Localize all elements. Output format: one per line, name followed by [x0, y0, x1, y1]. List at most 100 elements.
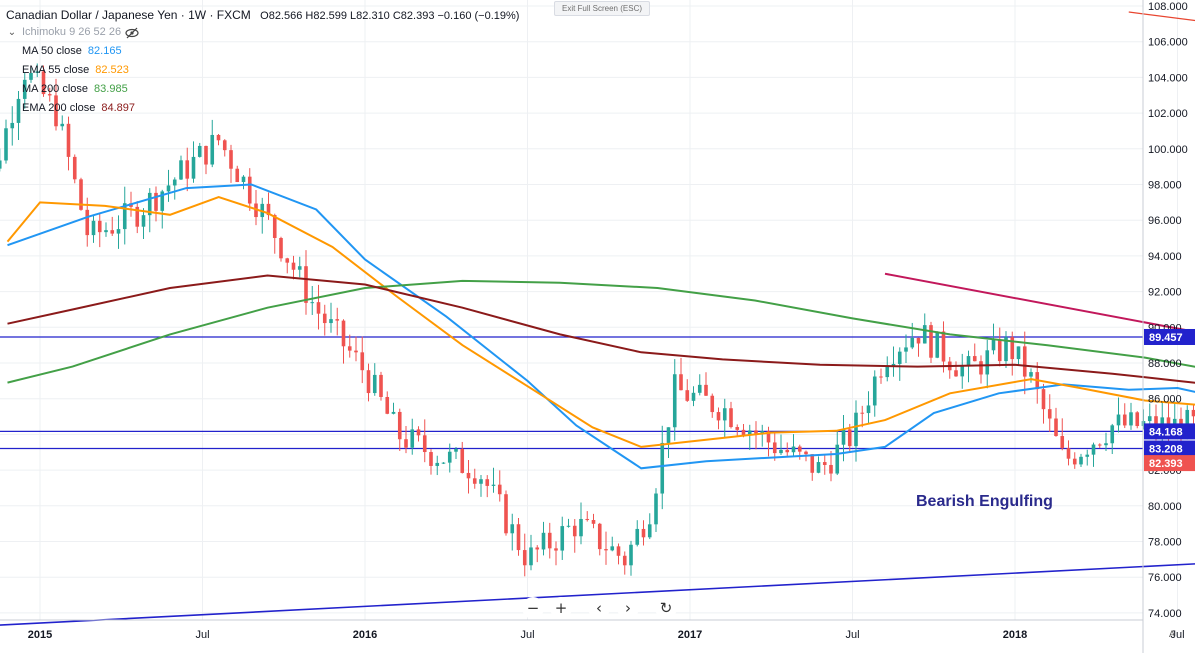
candle-body-up: [391, 411, 396, 414]
x-tick-label: Jul: [520, 629, 534, 641]
candle-body-up: [1116, 414, 1121, 426]
stray-red-line: [1128, 11, 1195, 22]
legend-label: EMA 200 close: [22, 102, 96, 114]
price-tag-box: [1144, 328, 1195, 345]
candle-body-up: [779, 449, 783, 454]
zoom-out-button[interactable]: −: [522, 597, 544, 619]
candle-body-down: [860, 412, 865, 414]
candle-body-down: [535, 547, 540, 550]
price-tag-text: 82.393: [1149, 458, 1183, 470]
legend-ma50[interactable]: MA 50 close 82.165: [22, 45, 122, 57]
candle-body-down: [810, 454, 815, 473]
candle-body-up: [179, 160, 183, 180]
candle-body-down: [822, 462, 827, 465]
legend-ma200[interactable]: MA 200 close 83.985: [22, 83, 128, 95]
candle-body-down: [154, 192, 158, 211]
collapse-legend-icon[interactable]: ⌄: [7, 27, 17, 38]
candle-body-up: [372, 374, 377, 394]
candle-body-up: [1147, 416, 1152, 422]
ema200-line: [7, 274, 1195, 384]
candle-body-down: [322, 313, 327, 324]
candle-body-up: [872, 376, 877, 406]
ema55-line: [6, 195, 1195, 448]
symbol-title[interactable]: Canadian Dollar / Japanese Yen · 1W · FX…: [6, 8, 251, 22]
candle-body-up: [529, 547, 533, 566]
candle-body-down: [979, 361, 983, 375]
candle-body-up: [147, 192, 152, 216]
candle-body-up: [610, 546, 615, 551]
legend-ema200[interactable]: EMA 200 close 84.897: [22, 102, 135, 114]
candle-body-down: [1135, 412, 1140, 427]
price-tag-box: [1144, 440, 1195, 457]
legend-label: Ichimoku 9 26 52 26: [22, 26, 122, 38]
legend-ichimoku[interactable]: Ichimoku 9 26 52 26: [22, 26, 121, 38]
candle-body-down: [1166, 417, 1171, 429]
candle-body-down: [1072, 458, 1077, 465]
candle-body-down: [110, 230, 115, 234]
candle-body-down: [222, 140, 227, 151]
exit-fullscreen-button[interactable]: Exit Full Screen (ESC): [554, 1, 650, 16]
price-labels: 89.457 84.168 83.208 82.393: [1144, 328, 1195, 472]
x-tick-label: 2015: [28, 629, 52, 641]
candle-body-up: [441, 462, 446, 464]
candle-body-up: [816, 462, 821, 473]
y-tick-label: 108.000: [1148, 1, 1188, 13]
legend-value: 82.523: [95, 64, 129, 76]
y-tick-label: 102.000: [1148, 108, 1188, 120]
candle-body-down: [185, 160, 190, 179]
drawing-tools: [0, 11, 1195, 626]
candle-body-up: [4, 128, 8, 161]
candle-body-down: [379, 374, 383, 397]
ascending-support-line: [0, 563, 1195, 626]
candle-body-down: [97, 220, 102, 233]
hide-indicator-icon[interactable]: [125, 26, 139, 40]
candle-body-up: [697, 384, 702, 393]
candle-body-down: [285, 258, 290, 263]
y-tick-label: 92.000: [1148, 287, 1182, 299]
candle-body-down: [1054, 418, 1058, 437]
auto-scale-button[interactable]: A: [1168, 629, 1175, 639]
candle-body-up: [1104, 443, 1108, 446]
legend-label: MA 200 close: [22, 83, 89, 95]
candle-body-up: [747, 430, 752, 436]
legend-value: 82.165: [87, 45, 122, 57]
candle-body-up: [104, 230, 108, 233]
candle-body-down: [785, 449, 790, 453]
scroll-left-button[interactable]: ‹: [588, 597, 610, 619]
candle-body-down: [216, 134, 221, 141]
candle-body-down: [279, 237, 283, 259]
candle-body-up: [197, 145, 202, 157]
zoom-in-button[interactable]: +: [550, 597, 572, 619]
candle-body-down: [754, 430, 758, 434]
candle-body-up: [410, 429, 415, 448]
legend-ema55[interactable]: EMA 55 close 82.523: [22, 64, 129, 76]
candle-body-up: [666, 427, 671, 443]
y-tick-label: 94.000: [1148, 251, 1182, 263]
candle-body-down: [847, 429, 852, 447]
y-tick-label: 106.000: [1148, 37, 1188, 49]
candle-body-up: [22, 79, 27, 99]
candle-body-up: [1016, 346, 1021, 360]
candle-body-up: [904, 347, 908, 352]
candle-body-down: [879, 376, 883, 378]
candle-body-down: [335, 319, 340, 321]
candle-body-up: [310, 302, 315, 304]
scroll-right-button[interactable]: ›: [617, 597, 639, 619]
bearish-engulfing-annotation[interactable]: Bearish Engulfing: [916, 493, 1053, 510]
candle-body-up: [491, 484, 496, 486]
candle-body-up: [560, 526, 565, 551]
y-tick-label: 86.000: [1148, 394, 1182, 406]
reset-chart-button[interactable]: ↻: [655, 597, 677, 619]
candle-body-down: [585, 518, 590, 521]
candle-body-down: [766, 431, 771, 443]
candle-body-down: [797, 446, 802, 452]
candle-body-down: [304, 266, 308, 303]
descending-trendline: [884, 272, 1195, 333]
candle-body-down: [1097, 444, 1102, 446]
candle-body-up: [447, 451, 452, 463]
candle-body-down: [972, 356, 977, 362]
candle-body-up: [660, 442, 665, 494]
candle-body-down: [360, 352, 365, 371]
candle-body-down: [516, 524, 521, 551]
